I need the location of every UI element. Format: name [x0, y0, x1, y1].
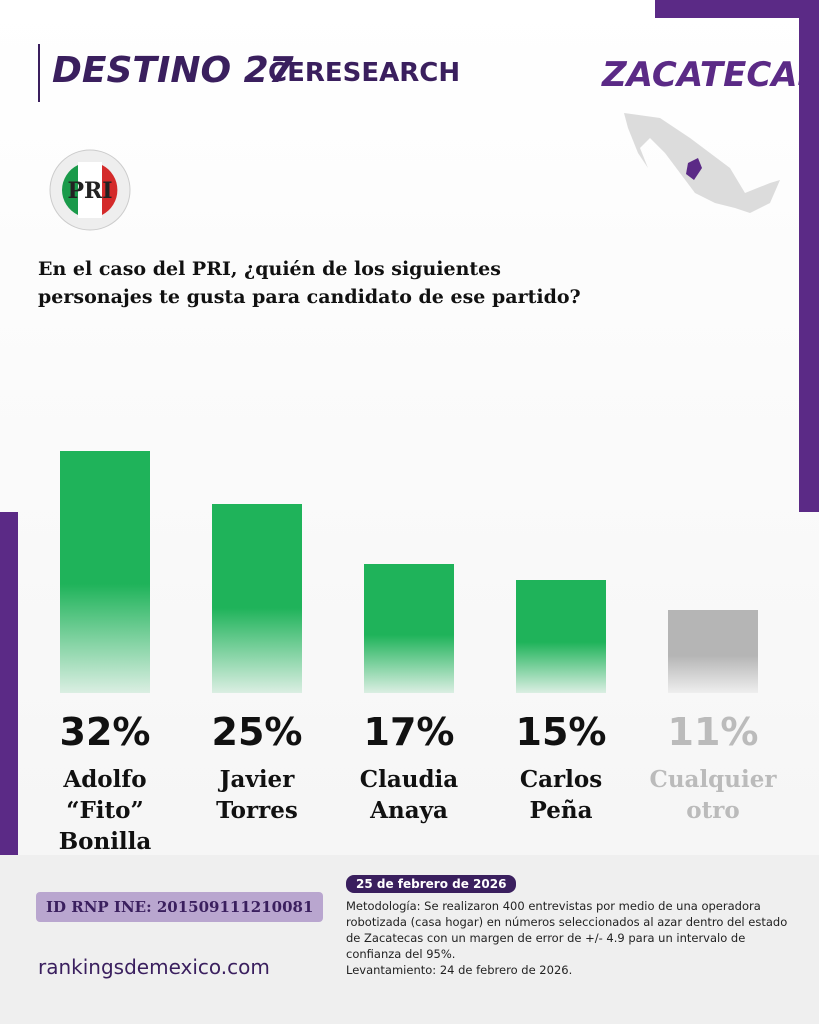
bar — [668, 609, 758, 693]
survey-date: Levantamiento: 24 de febrero de 2026. — [346, 963, 573, 977]
logo-red — [102, 165, 118, 215]
category-label: Carlos Peña — [519, 766, 603, 824]
bar — [516, 579, 606, 693]
bar — [364, 564, 454, 693]
map — [624, 113, 780, 213]
partner: CERESEARCH — [268, 58, 461, 88]
methodology-text: Metodología: Se realizaron 400 entrevist… — [346, 899, 788, 961]
website[interactable]: rankingsdemexico.com — [38, 955, 270, 979]
frame — [655, 0, 819, 18]
logo-green — [62, 165, 78, 215]
bar — [212, 503, 302, 693]
value-label: 15% — [515, 710, 607, 754]
state: ZACATECAS — [602, 55, 819, 95]
category-label: Adolfo “Fito” Bonilla — [58, 766, 152, 855]
brand: DESTINO 27 — [52, 50, 294, 91]
logo-bar — [38, 44, 40, 102]
value-label: 11% — [667, 710, 759, 754]
date: 25 de febrero de 2026 — [346, 875, 517, 893]
category-label: Cualquier otro — [649, 766, 777, 824]
value-label: 17% — [363, 710, 455, 754]
methodology: Metodología: Se realizaron 400 entrevist… — [346, 898, 796, 978]
bar — [60, 451, 150, 693]
value-label: 25% — [211, 710, 303, 754]
question: En el caso del PRI, ¿quién de los siguie… — [38, 258, 581, 308]
party-logo: PRI — [49, 149, 131, 231]
logo-white — [78, 162, 102, 218]
party: PRI — [67, 178, 112, 204]
frame — [799, 0, 819, 512]
id: ID RNP INE: 201509111210081 — [36, 892, 324, 922]
category-label: Claudia Anaya — [359, 766, 459, 824]
zacatecas — [686, 158, 702, 180]
mexico — [624, 113, 780, 213]
category-label: Javier Torres — [216, 766, 298, 824]
value-label: 32% — [59, 710, 151, 754]
chart: 32% Adolfo “Fito” Bonilla 25% Javier Torres… — [58, 451, 777, 855]
